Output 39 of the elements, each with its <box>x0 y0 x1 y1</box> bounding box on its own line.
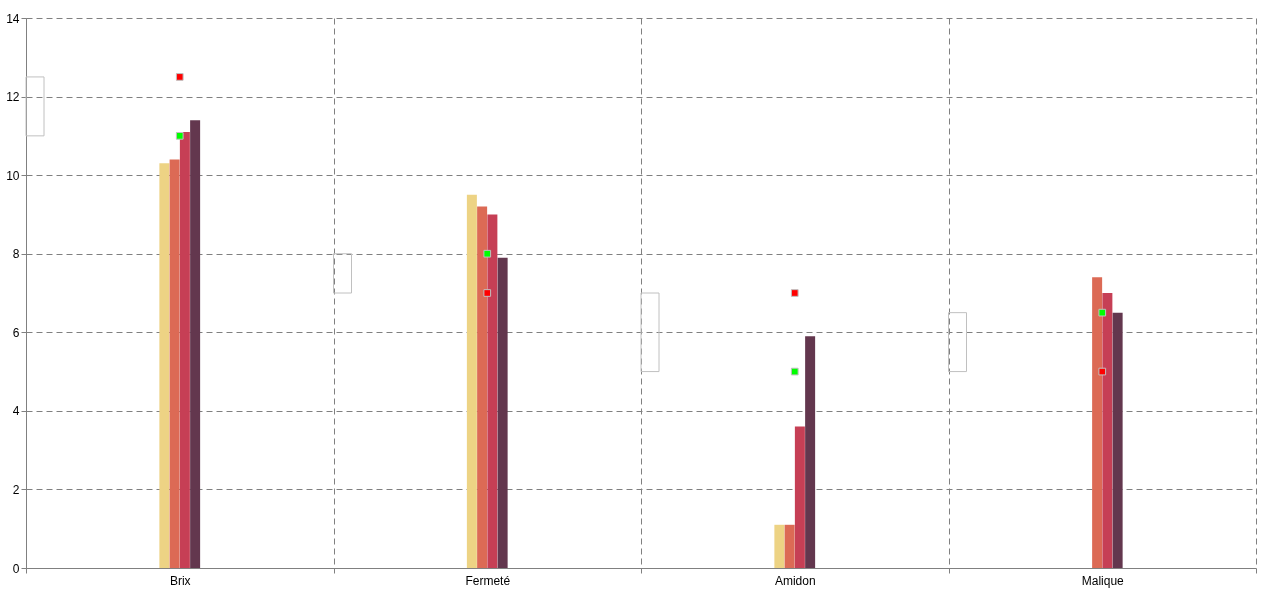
bar <box>477 206 488 568</box>
bar <box>333 253 352 294</box>
y-tick-label: 4 <box>12 404 20 419</box>
y-tick-label: 14 <box>6 11 20 26</box>
bar <box>948 312 967 373</box>
y-tick-label: 8 <box>12 247 20 262</box>
bar <box>640 292 660 373</box>
bar <box>774 524 785 568</box>
point <box>175 132 184 140</box>
x-tick-label: Brix <box>169 573 191 588</box>
bar <box>805 336 816 568</box>
bar <box>497 257 508 568</box>
point <box>483 289 492 297</box>
x-tick-label: Amidon <box>774 573 816 588</box>
point <box>483 249 492 258</box>
point <box>175 73 184 81</box>
bar <box>1112 312 1123 568</box>
point <box>1098 367 1107 376</box>
bar <box>159 163 170 568</box>
point <box>1098 308 1107 317</box>
bar <box>487 214 498 568</box>
bar <box>169 159 180 568</box>
y-tick-label: 10 <box>6 168 20 183</box>
bar <box>25 76 45 137</box>
x-tick-label: Fermeté <box>465 573 511 588</box>
y-tick-label: 0 <box>12 561 20 576</box>
bar <box>179 131 190 568</box>
y-tick-label: 6 <box>12 325 20 340</box>
point <box>790 367 799 376</box>
y-tick-label: 12 <box>6 90 20 105</box>
bar <box>794 426 805 568</box>
bar <box>190 120 201 568</box>
bar <box>1092 277 1103 568</box>
bar <box>784 524 795 568</box>
point <box>790 289 799 297</box>
bar <box>466 194 477 568</box>
x-tick-label: Malique <box>1081 573 1125 588</box>
y-tick-label: 2 <box>12 482 20 497</box>
bar <box>1102 293 1113 568</box>
